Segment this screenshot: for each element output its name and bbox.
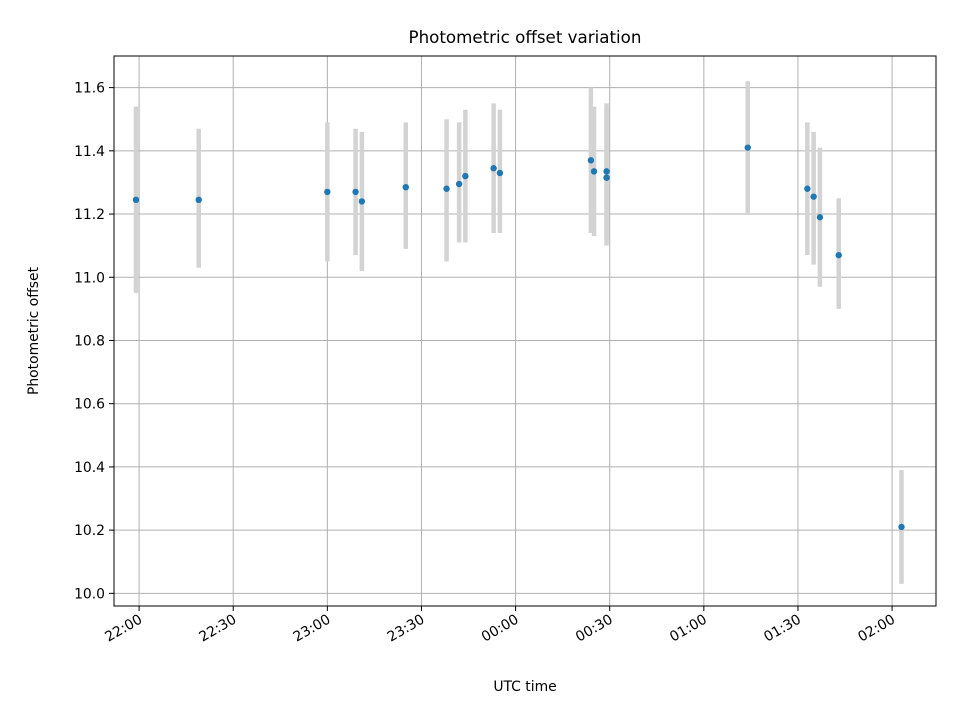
x-axis-label: UTC time: [493, 679, 556, 695]
data-point: [132, 196, 140, 204]
data-point: [358, 198, 366, 205]
data-point: [810, 193, 817, 200]
y-axis-label: Photometric offset: [26, 266, 42, 395]
y-tick-label: 11.4: [74, 144, 105, 160]
y-tick-label: 10.2: [74, 523, 105, 539]
data-point: [324, 188, 331, 196]
y-tick-label: 10.0: [74, 586, 105, 602]
data-point: [744, 144, 751, 151]
y-tick-label: 10.8: [74, 333, 105, 349]
y-tick-label: 10.6: [74, 397, 105, 413]
data-point: [462, 172, 469, 180]
y-tick-label: 11.0: [74, 270, 105, 286]
data-point: [195, 196, 202, 204]
y-tick-label: 11.2: [74, 207, 105, 223]
data-point: [587, 157, 595, 164]
plot-frame: [113, 55, 937, 607]
data-point: [603, 168, 610, 175]
data-point: [898, 523, 905, 531]
data-point: [816, 214, 824, 221]
data-point: [496, 169, 504, 177]
data-point: [490, 165, 497, 172]
data-point: [443, 185, 450, 192]
data-point: [804, 185, 811, 192]
data-point: [352, 188, 359, 196]
data-point: [603, 174, 610, 181]
data-point: [455, 180, 463, 188]
data-point: [402, 183, 409, 191]
y-tick-label: 11.6: [74, 81, 105, 97]
chart-title: Photometric offset variation: [409, 27, 642, 47]
data-point: [835, 251, 842, 259]
data-points: [132, 144, 905, 531]
data-point: [590, 168, 598, 175]
y-tick-label: 10.4: [74, 460, 105, 476]
